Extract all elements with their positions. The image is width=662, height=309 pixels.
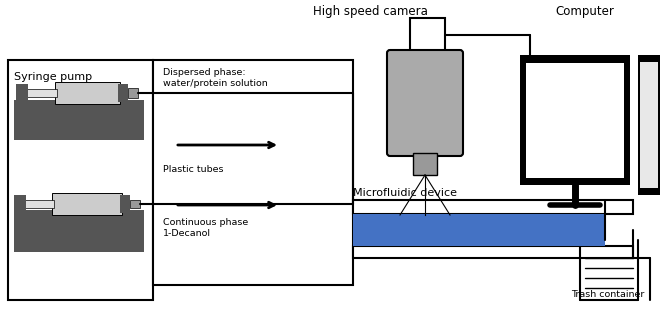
Text: Trash container: Trash container <box>571 290 645 299</box>
Bar <box>14 100 144 140</box>
Bar <box>128 88 138 98</box>
Bar <box>413 153 437 175</box>
Bar <box>130 200 140 208</box>
Bar <box>640 62 658 188</box>
Bar <box>120 195 130 213</box>
Bar <box>118 84 128 102</box>
Bar <box>353 246 633 258</box>
Bar <box>14 210 144 252</box>
Text: Plastic tubes: Plastic tubes <box>163 165 224 174</box>
Text: Computer: Computer <box>555 5 614 18</box>
Bar <box>55 82 120 104</box>
Bar <box>153 60 353 285</box>
Text: Continuous phase
1-Decanol: Continuous phase 1-Decanol <box>163 218 248 238</box>
Text: Syringe pump: Syringe pump <box>14 72 92 82</box>
Bar <box>410 18 445 53</box>
FancyBboxPatch shape <box>387 50 463 156</box>
Bar <box>22 200 54 208</box>
Bar <box>353 214 605 246</box>
Bar <box>52 193 122 215</box>
Bar <box>14 195 26 213</box>
Bar <box>526 63 624 178</box>
Text: High speed camera: High speed camera <box>312 5 428 18</box>
Text: Dispersed phase:
water/protein solution: Dispersed phase: water/protein solution <box>163 68 267 88</box>
Bar <box>638 55 660 195</box>
Bar <box>8 60 153 300</box>
Bar <box>25 89 57 97</box>
Bar <box>520 55 630 185</box>
Bar <box>353 200 633 214</box>
Text: Microfluidic device: Microfluidic device <box>353 188 457 198</box>
Bar <box>16 84 28 102</box>
